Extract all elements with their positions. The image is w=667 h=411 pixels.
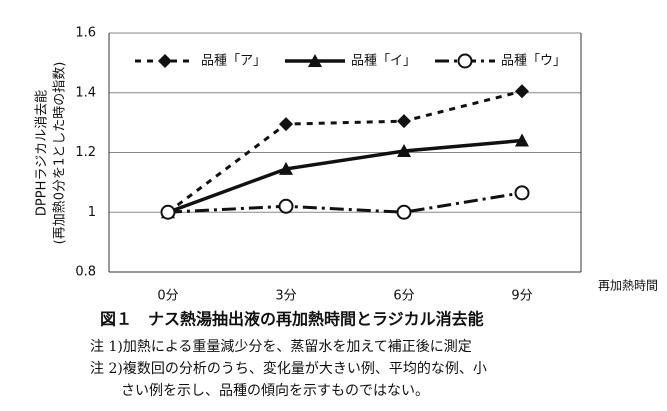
note: 注 2)複数回の分析のうち、変化量が大きい例、平均的な例、小: [90, 360, 487, 377]
marker: [397, 114, 411, 129]
note: さい例を示し、品種の傾向を示すものではない。: [121, 383, 429, 399]
x-tick-label: 9分: [511, 289, 532, 304]
marker: [396, 204, 412, 220]
y-tick-label: 0.8: [75, 265, 96, 280]
marker: [515, 84, 529, 99]
x-tick-label: 6分: [393, 289, 414, 304]
caption: 図１ ナス熱湯抽出液の再加熱時間とラジカル消去能: [100, 310, 484, 329]
y-axis-title: DPPHラジカル消去能: [35, 90, 50, 216]
marker: [515, 133, 529, 147]
y-axis-title: (再加熱0分を1とした時の指数): [53, 62, 68, 245]
marker: [514, 185, 530, 201]
legend-label: 品種「イ」: [351, 53, 416, 69]
series-line: [167, 191, 523, 214]
legend-label: 品種「ア」: [201, 53, 266, 69]
marker: [278, 198, 294, 214]
marker: [279, 161, 293, 175]
x-tick-label: 3分: [275, 289, 296, 304]
marker: [397, 144, 411, 158]
note: 注 1)加熱による重量減少分を、蒸留水を加えて補正後に測定: [90, 338, 472, 355]
legend-marker: [308, 54, 322, 67]
series-line: [167, 138, 523, 214]
series-line: [167, 89, 523, 214]
x-tick-label: 0分: [157, 289, 178, 304]
y-tick-label: 1.2: [75, 145, 96, 160]
y-tick-label: 1.6: [75, 26, 96, 41]
y-tick-label: 1.4: [75, 85, 96, 100]
legend-marker: [457, 53, 473, 69]
y-tick-label: 1: [88, 205, 96, 220]
legend-label: 品種「ウ」: [501, 53, 566, 69]
marker: [279, 117, 293, 132]
legend-marker: [158, 54, 172, 68]
x-axis-title: 再加熱時間: [598, 279, 658, 293]
marker: [160, 204, 176, 220]
